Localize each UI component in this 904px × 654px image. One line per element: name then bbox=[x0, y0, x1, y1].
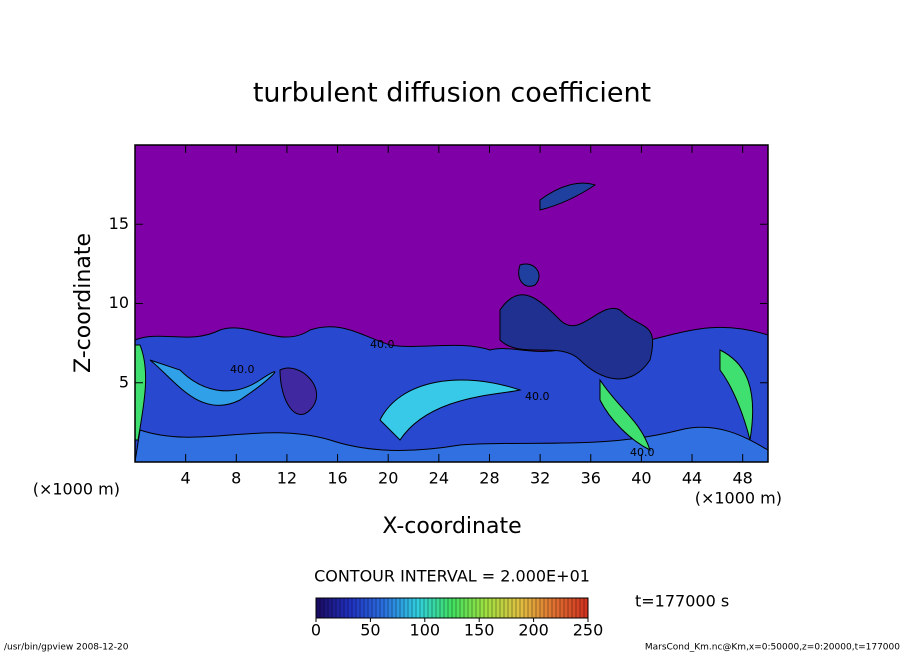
x-tick-label: 24 bbox=[429, 469, 449, 488]
x-tick-label: 12 bbox=[277, 469, 297, 488]
eddy bbox=[135, 426, 768, 462]
x-tick-label: 8 bbox=[231, 469, 241, 488]
time-label: t=177000 s bbox=[635, 592, 729, 611]
x-tick-label: 4 bbox=[181, 469, 191, 488]
eddy bbox=[599, 378, 651, 451]
colorbar-tick-label: 200 bbox=[518, 621, 549, 640]
eddy bbox=[518, 263, 540, 287]
contour-interval: CONTOUR INTERVAL = 2.000E+01 bbox=[314, 567, 590, 586]
chart-title: turbulent diffusion coefficient bbox=[253, 78, 651, 109]
contour-label: 40.0 bbox=[630, 446, 655, 459]
contour-label: 40.0 bbox=[230, 363, 255, 376]
eddy bbox=[499, 294, 654, 380]
x-tick-label: 40 bbox=[631, 469, 651, 488]
x-tick-label: 28 bbox=[479, 469, 499, 488]
eddy bbox=[719, 349, 754, 441]
contour-label: 40.0 bbox=[525, 390, 550, 403]
colorbar bbox=[315, 597, 589, 619]
colorbar-tick-label: 0 bbox=[311, 621, 321, 640]
field bbox=[135, 145, 768, 462]
colorbar-tick-label: 150 bbox=[464, 621, 495, 640]
eddy bbox=[539, 182, 597, 211]
x-tick-label: 16 bbox=[327, 469, 347, 488]
x-tick-label: 20 bbox=[378, 469, 398, 488]
colorbar-tick-label: 100 bbox=[410, 621, 441, 640]
x-tick-label: 32 bbox=[530, 469, 550, 488]
y-tick-label: 5 bbox=[119, 372, 129, 391]
y-tick-label: 15 bbox=[109, 214, 129, 233]
x-unit: (×1000 m) bbox=[33, 480, 120, 499]
x-tick-label: 36 bbox=[581, 469, 601, 488]
y-axis-title: Z-coordinate bbox=[71, 233, 96, 373]
colorbar-tick-label: 50 bbox=[360, 621, 380, 640]
eddy bbox=[135, 344, 147, 441]
y-tick-label: 10 bbox=[109, 293, 129, 312]
eddy bbox=[279, 367, 317, 415]
eddy bbox=[149, 359, 276, 406]
x-tick-label: 48 bbox=[733, 469, 753, 488]
x-axis-title: X-coordinate bbox=[382, 514, 521, 539]
footer-right: MarsCond_Km.nc@Km,x=0:50000,z=0:20000,t=… bbox=[645, 643, 900, 653]
eddy bbox=[379, 379, 522, 441]
footer-left: /usr/bin/gpview 2008-12-20 bbox=[4, 643, 129, 653]
x-tick-label: 44 bbox=[682, 469, 702, 488]
contour-label: 40.0 bbox=[370, 338, 395, 351]
x-unit: (×1000 m) bbox=[695, 489, 782, 508]
colorbar-tick-label: 250 bbox=[573, 621, 604, 640]
